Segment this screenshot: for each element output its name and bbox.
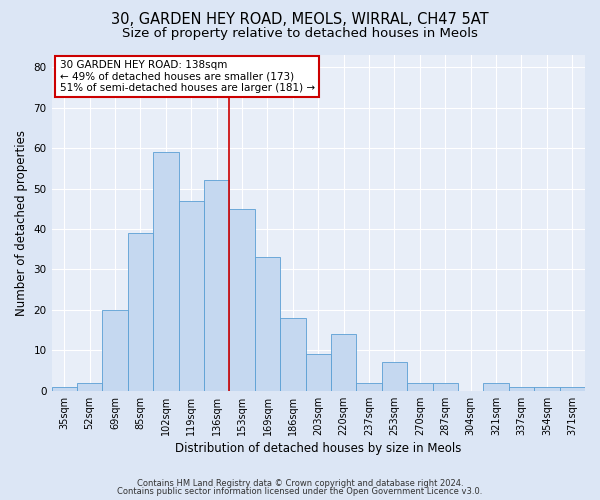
Text: 30, GARDEN HEY ROAD, MEOLS, WIRRAL, CH47 5AT: 30, GARDEN HEY ROAD, MEOLS, WIRRAL, CH47… <box>111 12 489 28</box>
Text: Contains public sector information licensed under the Open Government Licence v3: Contains public sector information licen… <box>118 487 482 496</box>
Y-axis label: Number of detached properties: Number of detached properties <box>15 130 28 316</box>
X-axis label: Distribution of detached houses by size in Meols: Distribution of detached houses by size … <box>175 442 461 455</box>
Bar <box>305 354 331 391</box>
Bar <box>534 387 560 391</box>
Bar <box>229 208 255 391</box>
Bar <box>128 233 153 391</box>
Text: Size of property relative to detached houses in Meols: Size of property relative to detached ho… <box>122 28 478 40</box>
Bar <box>280 318 305 391</box>
Bar <box>509 387 534 391</box>
Bar <box>204 180 229 391</box>
Bar <box>484 382 509 391</box>
Bar <box>356 382 382 391</box>
Bar <box>179 200 204 391</box>
Text: Contains HM Land Registry data © Crown copyright and database right 2024.: Contains HM Land Registry data © Crown c… <box>137 478 463 488</box>
Bar <box>103 310 128 391</box>
Bar <box>560 387 585 391</box>
Bar <box>382 362 407 391</box>
Bar <box>331 334 356 391</box>
Bar <box>433 382 458 391</box>
Text: 30 GARDEN HEY ROAD: 138sqm
← 49% of detached houses are smaller (173)
51% of sem: 30 GARDEN HEY ROAD: 138sqm ← 49% of deta… <box>59 60 314 93</box>
Bar <box>407 382 433 391</box>
Bar <box>153 152 179 391</box>
Bar <box>255 258 280 391</box>
Bar <box>52 387 77 391</box>
Bar <box>77 382 103 391</box>
